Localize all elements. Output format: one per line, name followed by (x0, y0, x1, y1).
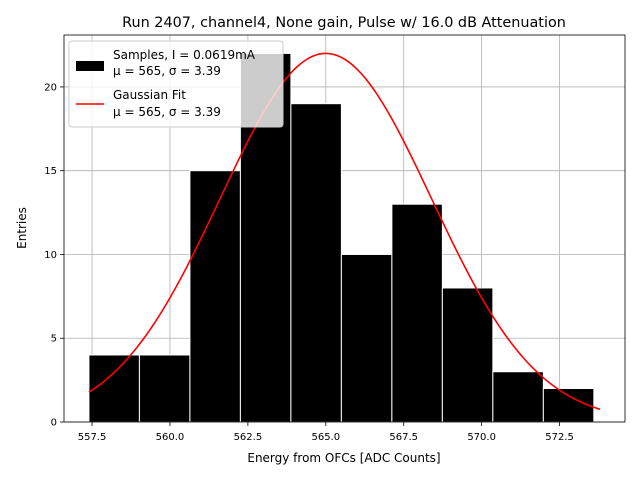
legend-samples-label: Samples, I = 0.0619mA (113, 48, 256, 62)
y-axis-ticks: 0 5 10 15 20 (44, 82, 64, 429)
histogram-bar (441, 287, 494, 423)
legend-box (68, 40, 284, 128)
x-tick-label: 570.0 (467, 432, 496, 443)
x-axis-ticks: 557.5 560.0 562.5 565.0 567.5 570.0 572.5 (78, 422, 574, 443)
y-tick-label: 15 (44, 166, 57, 177)
gaussian-fit-curve (88, 52, 601, 411)
legend-samples-stats: μ = 565, σ = 3.39 (113, 64, 221, 78)
chart-title: Run 2407, channel4, None gain, Pulse w/ … (122, 15, 566, 31)
legend-fit-stats: μ = 565, σ = 3.39 (113, 105, 221, 119)
plot-frame (63, 34, 626, 423)
histogram-bar (290, 103, 342, 423)
x-axis-label: Energy from OFCs [ADC Counts] (247, 451, 440, 465)
y-tick-label: 0 (51, 418, 57, 429)
x-tick-label: 565.0 (311, 432, 340, 443)
histogram-bar (189, 170, 241, 423)
legend: Samples, I = 0.0619mA μ = 565, σ = 3.39 … (68, 40, 284, 128)
x-tick-label: 567.5 (389, 432, 418, 443)
legend-samples-swatch (76, 61, 104, 71)
y-tick-label: 5 (51, 334, 57, 345)
y-tick-label: 20 (44, 82, 57, 93)
x-tick-label: 572.5 (545, 432, 574, 443)
legend-fit-label: Gaussian Fit (113, 88, 186, 102)
histogram-bar (88, 354, 140, 423)
y-axis-label: Entries (15, 207, 29, 249)
histogram-bar (542, 387, 595, 423)
histogram-bar (340, 253, 393, 423)
histogram-bar (138, 354, 191, 423)
y-tick-label: 10 (44, 250, 57, 261)
x-tick-label: 562.5 (234, 432, 263, 443)
histogram-bar (492, 371, 544, 423)
x-tick-label: 560.0 (156, 432, 185, 443)
x-tick-label: 557.5 (78, 432, 107, 443)
histogram-bar (391, 203, 443, 423)
